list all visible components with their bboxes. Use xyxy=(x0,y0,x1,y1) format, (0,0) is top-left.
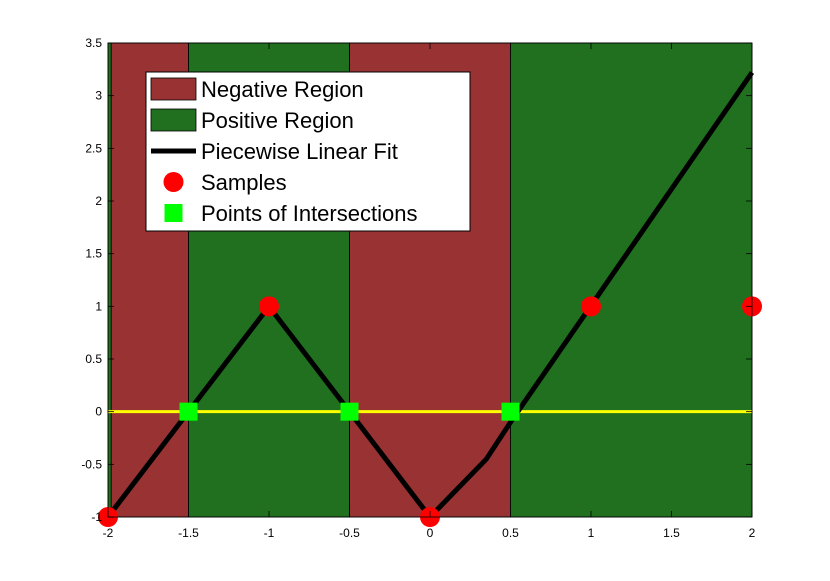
x-tick-label-6: 1 xyxy=(588,526,595,540)
legend-swatch-1 xyxy=(150,108,197,132)
intersections-layer xyxy=(179,402,520,421)
regions-layer xyxy=(107,42,753,518)
y-tick-label-7: 2.5 xyxy=(85,141,102,155)
y-tick-label-9: 3.5 xyxy=(85,36,102,50)
legend-box xyxy=(145,71,471,232)
x-tick-label-7: 1.5 xyxy=(663,526,680,540)
x-tick-label-0: -2 xyxy=(103,526,114,540)
legend-label-4: Points of Intersections xyxy=(201,201,417,226)
sample-point-1 xyxy=(259,296,279,317)
sample-point-3 xyxy=(581,296,601,317)
y-tick-label-0: -1 xyxy=(91,510,102,524)
region-positive-4 xyxy=(510,42,753,518)
intersection-point-2 xyxy=(501,402,520,421)
intersection-point-0 xyxy=(179,402,198,421)
y-tick-label-3: 0.5 xyxy=(85,352,102,366)
y-tick-label-1: -0.5 xyxy=(81,457,102,471)
y-tick-label-6: 2 xyxy=(95,194,102,208)
x-tick-label-5: 0.5 xyxy=(502,526,519,540)
legend-square-4 xyxy=(164,204,183,222)
x-tick-label-2: -1 xyxy=(264,526,275,540)
x-tick-label-4: 0 xyxy=(427,526,434,540)
x-tick-label-1: -1.5 xyxy=(178,526,199,540)
legend-swatch-0 xyxy=(150,77,197,101)
x-axis-ticks: -2 -1.5 -1 -0.5 0 0.5 1 1.5 2 xyxy=(103,43,756,540)
x-tick-label-8: 2 xyxy=(749,526,756,540)
y-axis-ticks: -1 -0.5 0 0.5 1 1.5 2 2.5 3 3.5 xyxy=(81,36,752,524)
legend-label-3: Samples xyxy=(201,170,287,195)
legend-label-1: Positive Region xyxy=(201,108,354,133)
y-tick-label-5: 1.5 xyxy=(85,247,102,261)
legend-label-0: Negative Region xyxy=(201,77,364,102)
legend-label-2: Piecewise Linear Fit xyxy=(201,139,398,164)
legend-circle-3 xyxy=(163,172,184,192)
y-tick-label-4: 1 xyxy=(95,299,102,313)
x-tick-label-3: -0.5 xyxy=(339,526,360,540)
legend: Negative Region Positive Region Piecewise … xyxy=(145,71,471,232)
y-tick-label-8: 3 xyxy=(95,89,102,103)
region-positive-0 xyxy=(107,42,112,518)
y-tick-label-2: 0 xyxy=(95,405,102,419)
intersection-point-1 xyxy=(340,402,359,421)
